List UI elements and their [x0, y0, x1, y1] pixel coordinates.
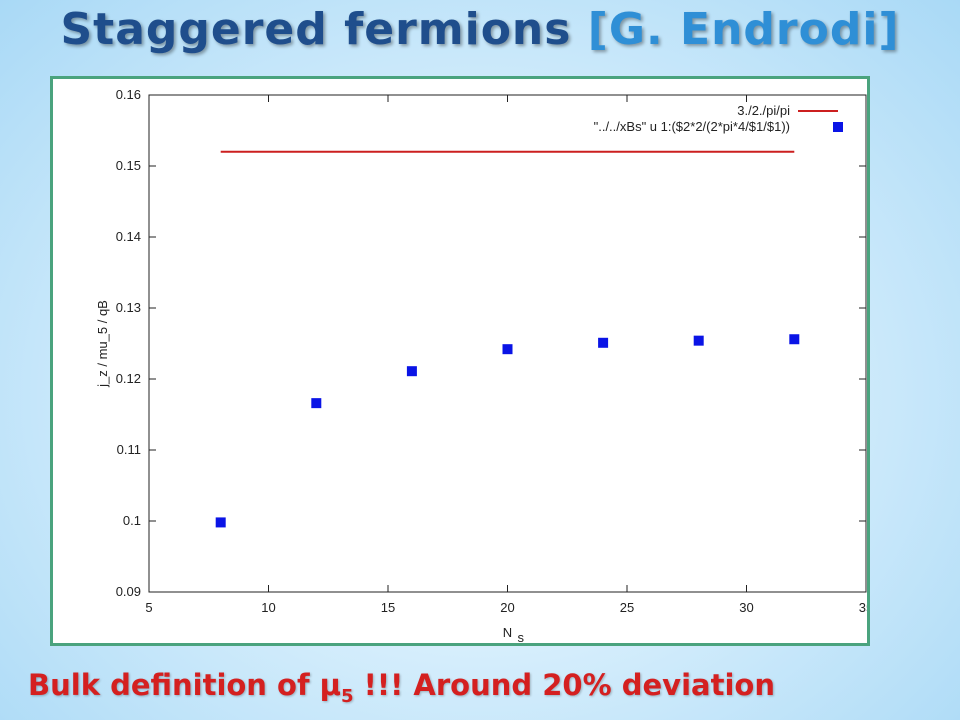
x-tick-label: 15	[381, 600, 395, 615]
data-point	[215, 517, 226, 528]
data-point	[406, 366, 417, 377]
footer-post: !!! Around 20% deviation	[353, 668, 775, 702]
y-tick-label: 0.16	[116, 87, 141, 102]
footer-subscript: 5	[341, 685, 354, 707]
x-axis-label-subscript: s	[518, 630, 525, 643]
plot-frame	[148, 94, 867, 593]
x-tick-label: 25	[620, 600, 634, 615]
data-point	[789, 334, 800, 345]
y-tick-label: 0.11	[117, 442, 141, 457]
x-tick-label: 20	[500, 600, 514, 615]
x-tick-label: 35	[859, 600, 867, 615]
slide-title: Staggered fermions [G. Endrodi]	[0, 4, 960, 55]
y-tick-label: 0.15	[116, 158, 141, 173]
x-tick-label: 5	[145, 600, 152, 615]
y-tick-label: 0.1	[123, 513, 141, 528]
data-point	[502, 344, 513, 355]
y-tick-label: 0.09	[116, 584, 141, 599]
x-tick-label: 10	[261, 600, 275, 615]
data-point	[311, 398, 322, 409]
title-reference: [G. Endrodi]	[587, 4, 900, 55]
footer-pre: Bulk definition of μ	[28, 668, 342, 702]
y-tick-label: 0.13	[116, 300, 141, 315]
legend-point-swatch	[833, 122, 843, 132]
data-point	[693, 335, 704, 346]
data-point	[598, 337, 609, 348]
y-axis-label: j_z / mu_5 / qB	[95, 300, 110, 388]
slide-footer-note: Bulk definition of μ5 !!! Around 20% dev…	[28, 668, 775, 707]
x-axis-label: N	[503, 625, 512, 640]
chart-panel: 5 10 15 20 25 30 35 0.09 0.1 0.11 0.12 0.13 0.14 0.15…	[50, 76, 870, 646]
scatter-chart: 5 10 15 20 25 30 35 0.09 0.1 0.11 0.12 0.13 0.14 0.15…	[95, 87, 867, 643]
legend-label: 3./2./pi/pi	[737, 103, 790, 118]
x-tick-label: 30	[739, 600, 753, 615]
title-main: Staggered fermions	[60, 4, 588, 55]
y-tick-label: 0.12	[116, 371, 141, 386]
y-tick-label: 0.14	[116, 229, 141, 244]
legend-label: "../../xBs" u 1:($2*2/(2*pi*4/$1/$1))	[594, 119, 790, 134]
